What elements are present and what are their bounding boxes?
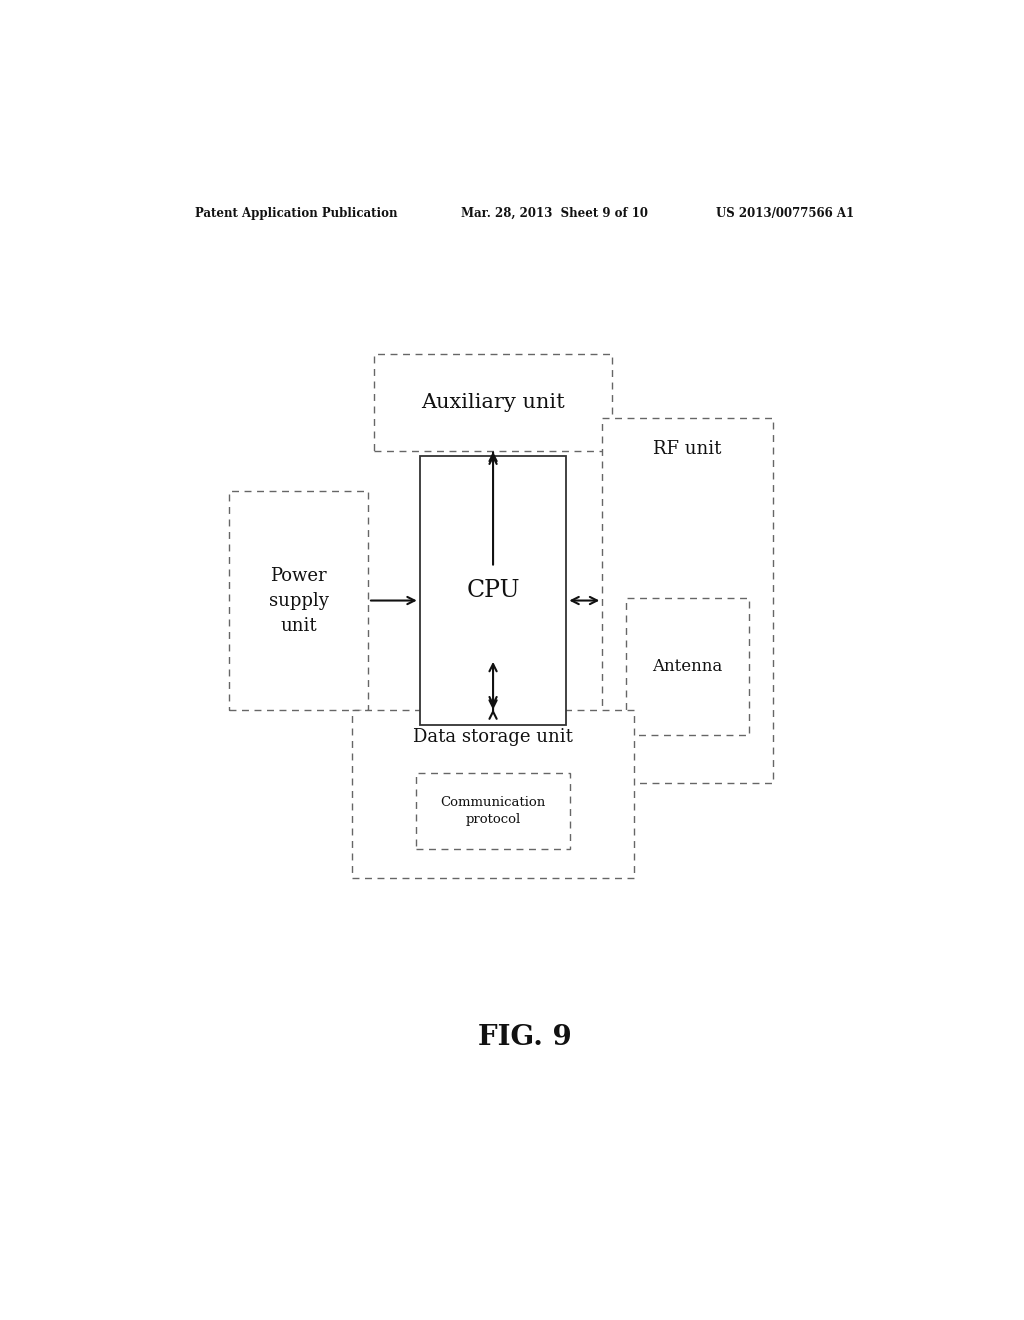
Bar xyxy=(374,354,612,450)
Text: Communication
protocol: Communication protocol xyxy=(440,796,546,826)
Bar xyxy=(602,417,773,784)
Bar xyxy=(352,710,634,878)
Bar xyxy=(416,772,570,849)
Text: US 2013/0077566 A1: US 2013/0077566 A1 xyxy=(716,207,854,220)
Text: Antenna: Antenna xyxy=(652,659,723,675)
Text: Patent Application Publication: Patent Application Publication xyxy=(196,207,398,220)
Bar xyxy=(420,455,566,725)
Bar xyxy=(229,491,368,710)
Text: Data storage unit: Data storage unit xyxy=(413,729,573,746)
Bar xyxy=(626,598,749,735)
Text: Mar. 28, 2013  Sheet 9 of 10: Mar. 28, 2013 Sheet 9 of 10 xyxy=(461,207,648,220)
Text: CPU: CPU xyxy=(466,579,520,602)
Text: Power
supply
unit: Power supply unit xyxy=(268,566,329,635)
Text: RF unit: RF unit xyxy=(653,440,722,458)
Text: FIG. 9: FIG. 9 xyxy=(478,1024,571,1051)
Text: Auxiliary unit: Auxiliary unit xyxy=(421,393,565,412)
